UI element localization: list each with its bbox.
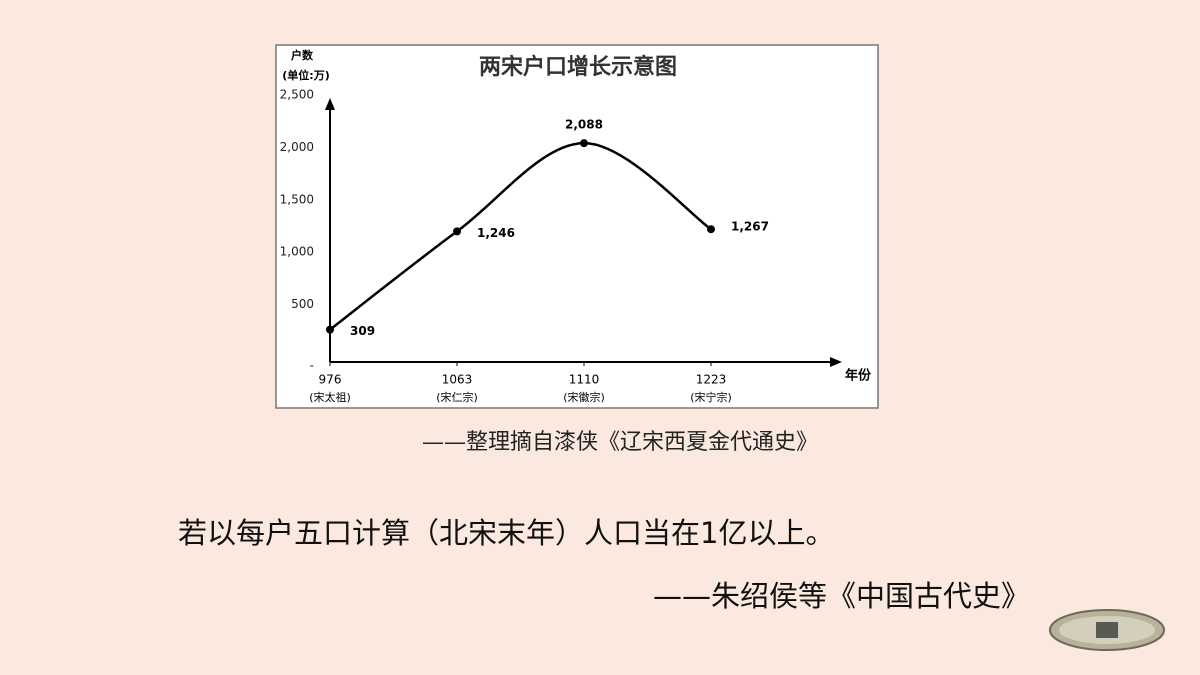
coin-icon bbox=[1049, 609, 1165, 651]
y-tick-label: 1,000 bbox=[280, 245, 314, 259]
y-tick-label: - bbox=[310, 359, 314, 373]
data-label: 2,088 bbox=[565, 118, 603, 132]
y-axis-arrow bbox=[325, 98, 335, 110]
y-tick-label: 2,500 bbox=[280, 88, 314, 102]
x-tick-label: 1110 bbox=[569, 373, 600, 387]
x-tick-note: (宋徽宗) bbox=[563, 390, 605, 404]
chart-frame bbox=[275, 44, 879, 409]
data-label: 309 bbox=[350, 324, 375, 338]
data-point bbox=[580, 139, 588, 148]
quote-text: 若以每户五口计算（北宋末年）人口当在1亿以上。 bbox=[178, 516, 835, 550]
x-tick-note: (宋太祖) bbox=[309, 390, 351, 404]
x-tick-note: (宋仁宗) bbox=[436, 390, 478, 404]
quote-attribution: ——朱绍侯等《中国古代史》 bbox=[652, 579, 1030, 613]
data-point bbox=[453, 227, 461, 236]
y-axis-unit: (单位:万) bbox=[282, 68, 329, 82]
x-axis-arrow bbox=[830, 357, 842, 367]
x-tick-label: 1063 bbox=[442, 373, 473, 387]
data-line bbox=[329, 141, 712, 331]
x-tick-label: 1223 bbox=[696, 373, 727, 387]
data-label: 1,246 bbox=[477, 226, 515, 240]
data-point bbox=[326, 325, 334, 334]
chart-title: 两宋户口增长示意图 bbox=[479, 54, 677, 80]
y-tick-label: 2,000 bbox=[280, 140, 314, 154]
x-axis-label: 年份 bbox=[845, 368, 872, 384]
y-axis-label: 户数 bbox=[291, 48, 314, 62]
data-label: 1,267 bbox=[731, 220, 769, 234]
x-tick-note: (宋宁宗) bbox=[690, 390, 732, 404]
y-tick-label: 1,500 bbox=[280, 192, 314, 206]
y-tick-label: 500 bbox=[291, 297, 314, 311]
x-tick-label: 976 bbox=[319, 373, 342, 387]
source-note: ——整理摘自漆侠《辽宋西夏金代通史》 bbox=[421, 430, 818, 455]
data-point bbox=[707, 225, 715, 234]
